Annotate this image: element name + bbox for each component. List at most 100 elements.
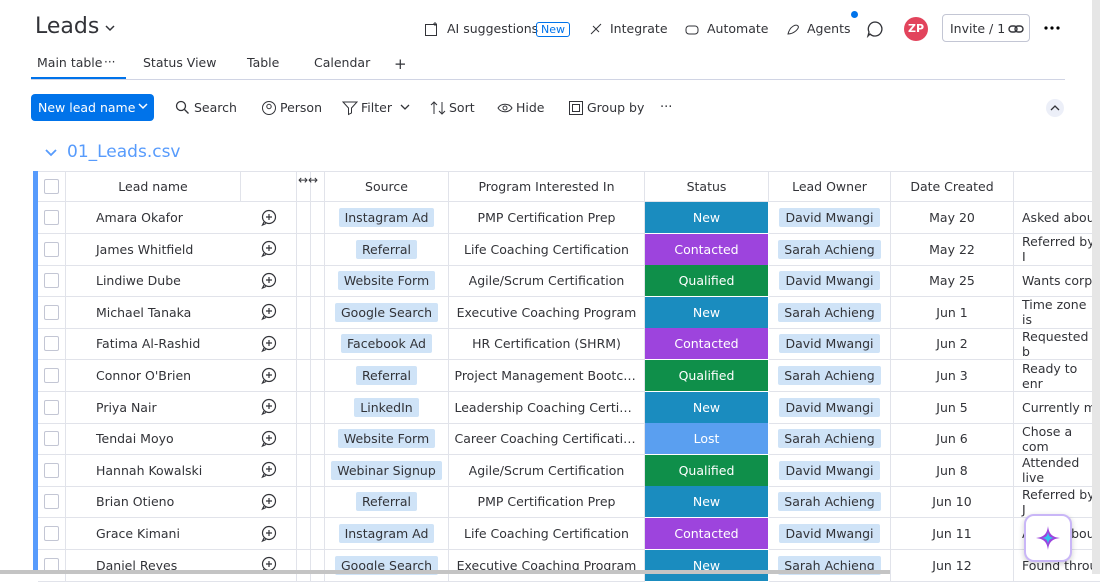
tab[interactable]: Main table bbox=[37, 55, 103, 70]
status-cell[interactable]: Contacted bbox=[645, 518, 769, 551]
board-title[interactable]: Leads bbox=[35, 14, 100, 39]
lead-name[interactable]: Connor O'Brien bbox=[96, 368, 192, 384]
status-cell[interactable]: Contacted bbox=[645, 328, 769, 361]
group-title[interactable]: 01_Leads.csv bbox=[67, 142, 181, 162]
status-cell[interactable]: Qualified bbox=[645, 360, 769, 393]
more-menu[interactable] bbox=[1043, 23, 1061, 33]
row-checkbox[interactable] bbox=[44, 368, 59, 384]
lead-name[interactable]: James Whitfield bbox=[96, 241, 194, 257]
status-cell[interactable]: New bbox=[645, 202, 769, 235]
add-update[interactable] bbox=[260, 303, 278, 321]
row-checkbox[interactable] bbox=[44, 526, 59, 542]
add-update[interactable] bbox=[260, 240, 278, 258]
tab[interactable]: Status View bbox=[143, 55, 217, 70]
row-checkbox[interactable] bbox=[44, 494, 59, 510]
cell: Website Form bbox=[325, 423, 449, 456]
more-tools[interactable]: ··· bbox=[660, 100, 673, 115]
program: PMP Certification Prep bbox=[477, 494, 616, 510]
row-checkbox[interactable] bbox=[44, 210, 59, 226]
title-chevron[interactable] bbox=[104, 22, 116, 34]
agents[interactable]: Agents bbox=[807, 21, 851, 36]
add-update[interactable] bbox=[260, 461, 278, 479]
lead-name[interactable]: Hannah Kowalski bbox=[96, 462, 203, 478]
note: Referred by I bbox=[1022, 234, 1095, 265]
avatar[interactable]: ZP bbox=[904, 17, 928, 41]
tab-menu[interactable]: ··· bbox=[104, 55, 116, 69]
lead-name[interactable]: Brian Otieno bbox=[96, 494, 175, 510]
add-update[interactable] bbox=[260, 367, 278, 385]
row-checkbox[interactable] bbox=[44, 399, 59, 415]
cell: Website Form bbox=[325, 265, 449, 298]
tool[interactable]: Person bbox=[280, 100, 323, 115]
tab[interactable]: Calendar bbox=[314, 55, 371, 70]
status-cell[interactable]: New bbox=[645, 296, 769, 329]
group-chevron[interactable] bbox=[44, 147, 58, 159]
cell bbox=[241, 454, 297, 487]
status-cell[interactable]: New bbox=[645, 549, 769, 582]
cell bbox=[311, 328, 325, 361]
lead-name[interactable]: Tendai Moyo bbox=[96, 431, 174, 447]
cell bbox=[38, 486, 66, 519]
new-item-button[interactable] bbox=[31, 94, 154, 121]
status-cell[interactable]: Qualified bbox=[645, 265, 769, 298]
chat-icon[interactable] bbox=[866, 20, 884, 38]
ai-suggestions[interactable]: AI suggestions bbox=[447, 21, 539, 36]
add-view[interactable]: + bbox=[394, 55, 407, 73]
new-item-chevron[interactable] bbox=[137, 102, 149, 112]
row-checkbox[interactable] bbox=[44, 462, 59, 478]
add-update[interactable] bbox=[260, 525, 278, 543]
owner-pill: David Mwangi bbox=[779, 271, 880, 291]
header-cell bbox=[241, 171, 297, 202]
status-cell[interactable]: Lost bbox=[645, 423, 769, 456]
tool[interactable]: Filter bbox=[361, 100, 392, 115]
row-checkbox[interactable] bbox=[44, 241, 59, 257]
row-checkbox[interactable] bbox=[44, 304, 59, 320]
lead-name[interactable]: Michael Tanaka bbox=[96, 304, 192, 320]
status-cell[interactable]: New bbox=[645, 391, 769, 424]
tool[interactable]: Group by bbox=[587, 100, 645, 115]
add-update[interactable] bbox=[260, 430, 278, 448]
status-cell[interactable]: New bbox=[645, 486, 769, 519]
cell: Jun 1 bbox=[891, 296, 1014, 329]
add-update[interactable] bbox=[260, 398, 278, 416]
horizontal-scrollbar[interactable] bbox=[0, 570, 890, 574]
cell bbox=[38, 296, 66, 329]
integrate[interactable]: Integrate bbox=[610, 21, 668, 36]
resize-icon: ↔↔ bbox=[298, 173, 319, 187]
ai-assistant-button[interactable] bbox=[1024, 514, 1072, 562]
lead-name[interactable]: Grace Kimani bbox=[96, 526, 180, 542]
row-checkbox[interactable] bbox=[44, 336, 59, 352]
owner-pill: Sarah Achieng bbox=[778, 555, 881, 575]
note: Referred by J bbox=[1022, 486, 1095, 517]
tool[interactable]: Sort bbox=[449, 100, 475, 115]
add-update[interactable] bbox=[260, 272, 278, 290]
cell: David Mwangi bbox=[769, 454, 891, 487]
new-item-label[interactable]: New lead name bbox=[38, 100, 136, 115]
select-all[interactable] bbox=[44, 179, 59, 194]
row-checkbox[interactable] bbox=[44, 431, 59, 447]
collapse-button[interactable] bbox=[1045, 98, 1065, 118]
vertical-scrollbar[interactable] bbox=[1092, 0, 1100, 574]
status-cell[interactable]: Qualified bbox=[645, 454, 769, 487]
tool[interactable]: Search bbox=[194, 100, 237, 115]
lead-name[interactable]: Amara Okafor bbox=[96, 210, 183, 226]
add-update[interactable] bbox=[260, 209, 278, 227]
cell: LinkedIn bbox=[325, 391, 449, 424]
automate[interactable]: Automate bbox=[707, 21, 769, 36]
cell: Referral bbox=[325, 360, 449, 393]
link-icon[interactable] bbox=[1008, 21, 1024, 37]
add-update[interactable] bbox=[260, 335, 278, 353]
invite-button[interactable] bbox=[942, 14, 1030, 42]
tool-glyph bbox=[262, 101, 276, 115]
lead-name[interactable]: Fatima Al-Rashid bbox=[96, 336, 201, 352]
tool[interactable]: Hide bbox=[516, 100, 545, 115]
status-cell[interactable]: Contacted bbox=[645, 233, 769, 266]
invite[interactable]: Invite / 1 bbox=[950, 21, 1006, 36]
lead-name[interactable]: Priya Nair bbox=[96, 399, 157, 415]
cell bbox=[38, 202, 66, 235]
row-checkbox[interactable] bbox=[44, 273, 59, 289]
tab[interactable]: Table bbox=[247, 55, 280, 70]
lead-name[interactable]: Lindiwe Dube bbox=[96, 273, 181, 289]
lead-name[interactable]: Daniel Reyes bbox=[96, 557, 178, 573]
add-update[interactable] bbox=[260, 493, 278, 511]
